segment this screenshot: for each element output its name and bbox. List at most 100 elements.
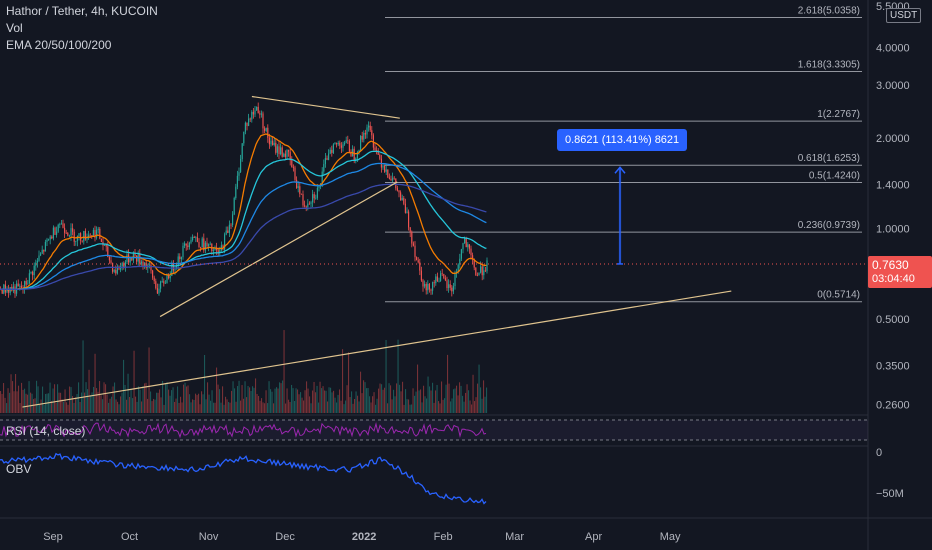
volume-bar [24, 388, 26, 413]
candle-body [264, 128, 266, 131]
volume-bar [484, 396, 486, 413]
candle-body [33, 265, 35, 276]
candle-body [73, 231, 75, 242]
volume-bar [478, 364, 480, 413]
volume-bar [307, 388, 309, 413]
volume-bar [82, 340, 84, 413]
volume-bar [466, 384, 468, 413]
volume-bar [477, 383, 479, 413]
candle-body [227, 230, 229, 233]
candle-body [88, 234, 90, 239]
y-tick-label: 1.0000 [876, 224, 910, 236]
volume-bar [166, 382, 168, 413]
volume-bar [441, 381, 443, 413]
y-tick-label: 3.0000 [876, 80, 910, 92]
fib-level-label: 1.618(3.3305) [798, 60, 860, 71]
candle-body [291, 160, 293, 168]
volume-bar [321, 388, 323, 413]
candle-body [267, 127, 269, 138]
obv-line [0, 452, 487, 505]
candle-body [76, 235, 78, 242]
volume-bar [70, 387, 72, 413]
candle-body [430, 289, 432, 291]
candle-body [252, 111, 254, 115]
fib-level-label: 0.5(1.4240) [809, 170, 860, 181]
volume-bar [270, 389, 272, 413]
volume-bar [157, 392, 159, 413]
measure-tool-label[interactable]: 0.8621 (113.41%) 8621 [557, 129, 688, 151]
candle-body [172, 263, 174, 271]
measure-arrowhead [614, 166, 626, 174]
candle-body [284, 153, 286, 157]
candle-body [124, 262, 126, 268]
candle-body [212, 250, 214, 252]
volume-bar [291, 384, 293, 413]
volume-bar [408, 399, 410, 413]
volume-bar [396, 383, 398, 413]
candle-body [302, 194, 304, 206]
candle-body [401, 198, 403, 201]
volume-bar [336, 402, 338, 413]
volume-bar [165, 383, 167, 413]
candle-body [28, 273, 30, 284]
volume-bar [139, 389, 141, 413]
volume-bar [7, 388, 9, 413]
volume-bar [93, 386, 95, 413]
volume-bar [369, 396, 371, 413]
volume-bar [412, 388, 414, 413]
obv-axis-zero: 0 [876, 447, 882, 459]
y-tick-label: 0.2600 [876, 400, 910, 412]
volume-bar [366, 388, 368, 413]
candle-body [404, 203, 406, 213]
volume-bar [376, 398, 378, 413]
candle-body [150, 264, 152, 271]
candle-body [297, 186, 299, 188]
volume-bar [471, 404, 473, 413]
volume-bar [432, 382, 434, 413]
candle-body [1, 289, 3, 294]
candle-body [84, 230, 86, 240]
volume-bar [451, 398, 453, 413]
candle-body [232, 214, 234, 225]
volume-bar [462, 395, 464, 413]
volume-bar [19, 403, 21, 413]
candle-body [177, 256, 179, 267]
volume-bar [231, 390, 233, 413]
volume-bar [339, 389, 341, 413]
volume-bar [91, 392, 93, 413]
volume-bar [463, 401, 465, 413]
volume-bar [379, 383, 381, 413]
candle-body [156, 288, 158, 294]
candle-body [312, 194, 314, 203]
candle-body [184, 243, 186, 246]
candle-body [393, 177, 395, 179]
candle-body [164, 282, 166, 284]
candle-body [243, 131, 245, 144]
volume-bar [277, 388, 279, 413]
volume-bar [226, 399, 228, 413]
candle-body [201, 238, 203, 248]
volume-bar [324, 390, 326, 413]
volume-bar [208, 394, 210, 413]
volume-bar [102, 399, 104, 413]
volume-bar [423, 385, 425, 413]
candle-body [462, 243, 464, 250]
volume-bar [475, 397, 477, 413]
volume-bar [271, 391, 273, 413]
currency-button[interactable]: USDT [886, 8, 922, 23]
candle-body [433, 282, 435, 284]
volume-bar [30, 392, 32, 413]
ema-legend: EMA 20/50/100/200 [6, 38, 112, 52]
candle-body [438, 280, 440, 282]
volume-bar [103, 382, 105, 413]
volume-bar [193, 399, 195, 413]
candle-body [307, 203, 309, 207]
candle-body [249, 118, 251, 120]
volume-bar [61, 399, 63, 413]
volume-bar [63, 401, 65, 413]
volume-bar [364, 382, 366, 413]
volume-bar [33, 399, 35, 413]
candle-body [289, 151, 291, 161]
volume-bar [298, 394, 300, 413]
